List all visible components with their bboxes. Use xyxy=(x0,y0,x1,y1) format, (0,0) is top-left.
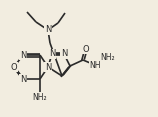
Text: N: N xyxy=(61,49,67,58)
Text: N: N xyxy=(49,49,55,58)
Text: N: N xyxy=(45,26,51,35)
Text: N: N xyxy=(45,62,51,71)
Text: NH₂: NH₂ xyxy=(101,53,115,62)
Text: N: N xyxy=(20,75,26,84)
Text: O: O xyxy=(83,44,89,53)
Text: NH₂: NH₂ xyxy=(33,93,47,102)
Text: NH: NH xyxy=(89,60,101,69)
Text: N: N xyxy=(20,51,26,60)
Text: O: O xyxy=(11,62,17,71)
